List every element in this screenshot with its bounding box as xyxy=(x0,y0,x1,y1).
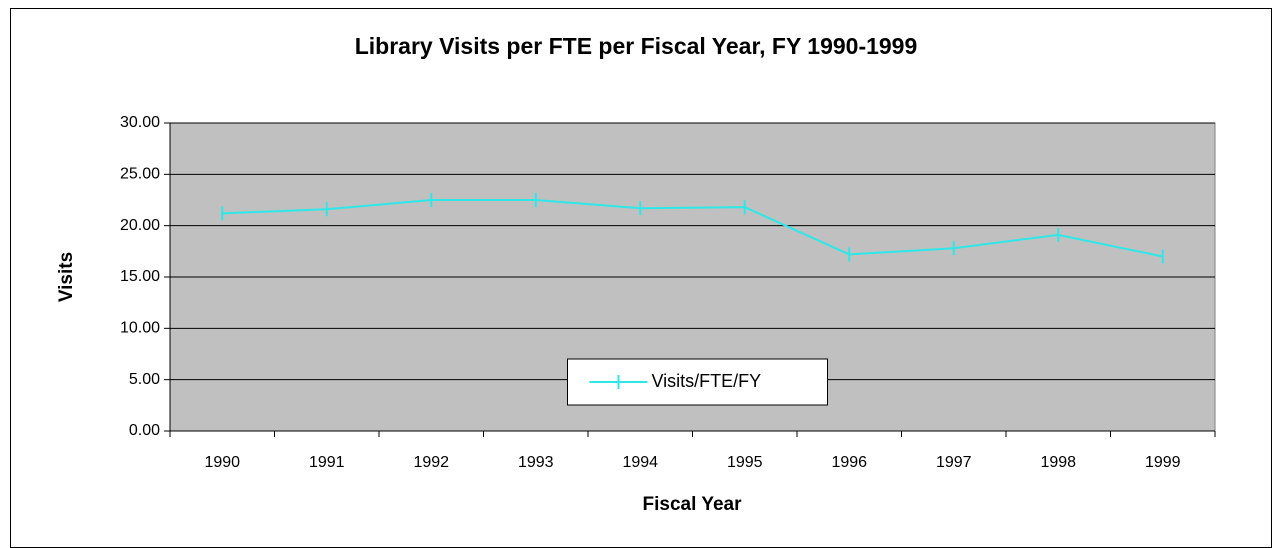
x-tick-label: 1997 xyxy=(936,454,972,471)
y-tick-label: 25.00 xyxy=(120,166,160,183)
y-tick-label: 15.00 xyxy=(120,268,160,285)
y-axis-title: Visits xyxy=(56,252,77,302)
y-tick-label: 10.00 xyxy=(120,320,160,337)
x-tick-label: 1993 xyxy=(518,454,554,471)
x-tick-label: 1992 xyxy=(413,454,449,471)
chart-title: Library Visits per FTE per Fiscal Year, … xyxy=(355,33,918,59)
x-tick-label: 1990 xyxy=(204,454,240,471)
y-tick-label: 0.00 xyxy=(129,422,160,439)
x-axis-title: Fiscal Year xyxy=(643,494,743,515)
x-tick-label: 1995 xyxy=(727,454,763,471)
x-tick-label: 1999 xyxy=(1145,454,1181,471)
x-tick-label: 1996 xyxy=(831,454,867,471)
legend-label: Visits/FTE/FY xyxy=(652,371,762,391)
y-tick-label: 5.00 xyxy=(129,371,160,388)
x-tick-label: 1994 xyxy=(622,454,658,471)
y-tick-label: 20.00 xyxy=(120,217,160,234)
y-tick-label: 30.00 xyxy=(120,114,160,131)
x-tick-label: 1991 xyxy=(309,454,345,471)
x-tick-label: 1998 xyxy=(1040,454,1076,471)
series-line xyxy=(222,199,1163,258)
